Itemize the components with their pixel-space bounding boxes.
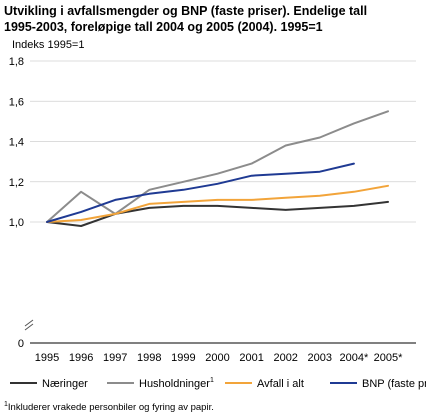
- x-tick-label: 1996: [69, 352, 93, 364]
- x-tick-label: 2005*: [374, 352, 403, 364]
- series-line: [46, 200, 389, 227]
- footnote: 1Inkluderer vrakede personbiler og fyrin…: [4, 401, 214, 413]
- y-tick-label: 1,2: [9, 177, 24, 189]
- axis-break-mark: [24, 323, 34, 331]
- x-ticks: 1995 1996 1997 1998 1999 2000 2001 2002 2003 2004…: [35, 352, 403, 364]
- footnote-text: Inkluderer vrakede personbiler og fyring…: [8, 402, 214, 413]
- svg-text:1Inkluderer vrakede personbile: 1Inkluderer vrakede personbiler og fyrin…: [4, 401, 214, 413]
- series-line: [46, 162, 355, 223]
- legend-item: Næringer: [10, 378, 88, 390]
- legend-label-sup: 1: [210, 377, 214, 384]
- x-tick-label: 1997: [103, 352, 127, 364]
- chart-title-line-1: Utvikling i avfallsmengder og BNP (faste…: [4, 4, 367, 18]
- x-tick-label: 2003: [308, 352, 332, 364]
- legend: Næringer Husholdninger1 Avfall i alt BNP (f…: [10, 377, 426, 390]
- x-tick-label: 2001: [239, 352, 263, 364]
- chart-title-line-2: 1995-2003, foreløpige tall 2004 og 2005 …: [4, 20, 323, 34]
- legend-item: Husholdninger1: [107, 377, 214, 390]
- y-tick-label: 1,8: [9, 56, 24, 68]
- x-tick-label: 2002: [273, 352, 297, 364]
- x-tick-label: 1999: [171, 352, 195, 364]
- series-lines: [46, 110, 389, 227]
- axis-break: [24, 319, 34, 331]
- legend-label: Husholdninger1: [139, 377, 214, 390]
- y-tick-label: 0: [18, 338, 24, 350]
- legend-label: BNP (faste priser): [362, 378, 426, 390]
- grid: [30, 60, 416, 344]
- y-tick-label: 1,4: [9, 137, 24, 149]
- y-axis-label: Indeks 1995=1: [12, 39, 84, 51]
- legend-label: Næringer: [42, 378, 88, 390]
- x-tick-label: 2000: [205, 352, 229, 364]
- x-tick-label: 1995: [35, 352, 59, 364]
- x-tick-label: 1998: [137, 352, 161, 364]
- series-line: [46, 184, 389, 223]
- legend-item: BNP (faste priser): [330, 378, 426, 390]
- legend-item: Avfall i alt: [225, 378, 304, 390]
- x-tick-label: 2004*: [340, 352, 369, 364]
- y-tick-label: 1,0: [9, 217, 24, 229]
- series-line: [46, 110, 389, 223]
- legend-label: Avfall i alt: [257, 378, 304, 390]
- y-tick-label: 1,6: [9, 96, 24, 108]
- axis-break-mark: [24, 319, 34, 327]
- footnote-marker: 1: [4, 401, 8, 408]
- y-ticks: 0 1,0 1,2 1,4 1,6 1,8: [9, 56, 24, 350]
